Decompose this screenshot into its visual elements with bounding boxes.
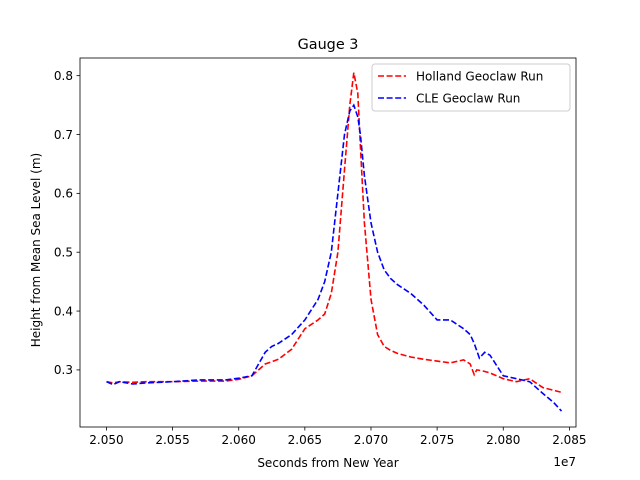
x-tick-label: 2.050 xyxy=(89,433,123,447)
legend-box xyxy=(371,63,571,112)
x-tick-label: 2.075 xyxy=(420,433,454,447)
series-line-holland xyxy=(106,72,562,394)
axes-frame xyxy=(79,57,577,428)
x-axis-label: Seconds from New Year xyxy=(257,456,398,470)
x-tick-label: 2.065 xyxy=(288,433,322,447)
x-tick-label: 2.085 xyxy=(552,433,586,447)
y-tick-label: 0.5 xyxy=(54,246,73,260)
legend-label: Holland Geoclaw Run xyxy=(416,70,543,84)
series-line-cle xyxy=(106,103,563,412)
x-axis-offset-label: 1e7 xyxy=(553,455,576,469)
plot-area xyxy=(106,72,563,412)
y-axis-label: Height from Mean Sea Level (m) xyxy=(29,153,43,347)
y-tick-label: 0.4 xyxy=(54,304,73,318)
y-tick-label: 0.3 xyxy=(54,363,73,377)
axes: 2.050 2.055 2.060 2.065 2.070 2.075 2.080 2.085… xyxy=(54,57,587,447)
y-tick-label: 0.7 xyxy=(54,128,73,142)
chart-title: Gauge 3 xyxy=(298,37,359,53)
x-tick-label: 2.060 xyxy=(222,433,256,447)
y-tick-label: 0.8 xyxy=(54,69,73,83)
legend: Holland Geoclaw Run CLE Geoclaw Run xyxy=(371,63,571,112)
x-tick-label: 2.055 xyxy=(155,433,189,447)
x-tick-label: 2.070 xyxy=(354,433,388,447)
x-tick-label: 2.080 xyxy=(486,433,520,447)
legend-label: CLE Geoclaw Run xyxy=(416,92,520,106)
y-tick-label: 0.6 xyxy=(54,187,73,201)
